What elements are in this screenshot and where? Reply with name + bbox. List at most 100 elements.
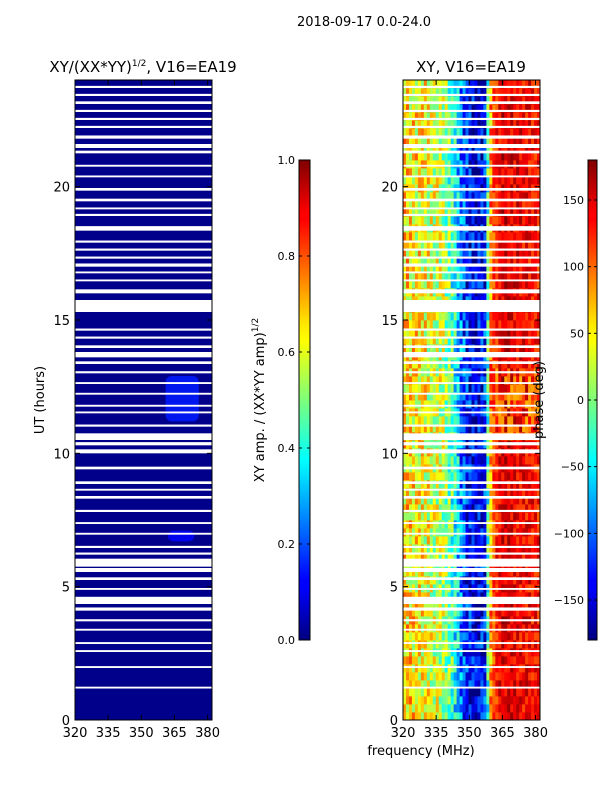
phase-cell — [483, 392, 487, 401]
phase-cell — [408, 144, 413, 153]
phase-cell — [477, 632, 481, 641]
phase-cell — [403, 88, 407, 97]
phase-cell — [426, 648, 431, 657]
flag-gap — [75, 481, 212, 484]
phase-cell — [504, 664, 508, 673]
phase-cell — [504, 608, 508, 617]
phase-cell — [507, 376, 511, 385]
phase-cell — [414, 640, 419, 649]
phase-cell — [426, 160, 431, 169]
phase-cell — [492, 552, 496, 561]
flag-gap — [403, 109, 540, 112]
phase-cell — [417, 336, 422, 345]
phase-cell — [531, 384, 535, 393]
phase-cell — [417, 544, 422, 553]
phase-cell — [486, 640, 490, 649]
phase-cell — [483, 488, 487, 497]
phase-cell — [531, 96, 535, 105]
phase-cell — [486, 176, 490, 185]
phase-cell — [438, 384, 443, 393]
phase-cell — [465, 672, 469, 681]
phase-cell — [423, 232, 428, 241]
phase-cell — [480, 712, 484, 720]
phase-cell — [450, 480, 455, 489]
phase-cell — [411, 520, 416, 529]
phase-cell — [522, 328, 526, 337]
phase-cell — [513, 120, 517, 129]
phase-cell — [403, 328, 407, 337]
phase-cell — [495, 88, 499, 97]
phase-cell — [408, 360, 413, 369]
phase-cell — [489, 232, 493, 241]
phase-cell — [507, 592, 511, 601]
phase-cell — [504, 624, 508, 633]
phase-cell — [513, 632, 517, 641]
phase-cell — [465, 624, 469, 633]
phase-cell — [444, 520, 449, 529]
flag-gap — [403, 509, 540, 512]
phase-cell — [438, 152, 443, 161]
phase-cell — [456, 624, 460, 633]
phase-cell — [492, 96, 496, 105]
phase-cell — [438, 344, 443, 353]
phase-cell — [441, 672, 446, 681]
flag-gap — [75, 686, 212, 689]
phase-cell — [492, 568, 496, 577]
phase-cell — [408, 392, 413, 401]
phase-cell — [411, 336, 416, 345]
phase-cell — [516, 672, 520, 681]
phase-cell — [516, 424, 520, 433]
phase-cell — [522, 344, 526, 353]
phase-cell — [489, 280, 493, 289]
phase-cell — [468, 664, 472, 673]
flag-gap — [75, 213, 212, 216]
phase-cell — [459, 664, 463, 673]
phase-cell — [429, 280, 434, 289]
phase-cell — [531, 168, 535, 177]
phase-cell — [516, 112, 520, 121]
phase-cell — [403, 624, 407, 633]
x-tick-label: 335 — [424, 726, 449, 741]
phase-cell — [498, 400, 502, 409]
phase-cell — [423, 240, 428, 249]
phase-cell — [501, 504, 505, 513]
phase-cell — [480, 536, 484, 545]
phase-cell — [510, 200, 514, 209]
phase-cell — [408, 88, 413, 97]
phase-cell — [471, 512, 475, 521]
phase-cell — [444, 152, 449, 161]
phase-cell — [516, 160, 520, 169]
phase-cell — [510, 400, 514, 409]
phase-cell — [471, 240, 475, 249]
phase-cell — [420, 144, 425, 153]
phase-cell — [429, 264, 434, 273]
phase-cell — [507, 192, 511, 201]
phase-cell — [471, 312, 475, 321]
phase-cell — [513, 648, 517, 657]
phase-cell — [510, 328, 514, 337]
phase-cell — [483, 136, 487, 145]
phase-cell — [480, 280, 484, 289]
phase-cell — [438, 280, 443, 289]
phase-cell — [411, 192, 416, 201]
y-tick-label: 5 — [62, 581, 70, 596]
phase-cell — [441, 456, 446, 465]
phase-cell — [516, 176, 520, 185]
phase-cell — [474, 160, 478, 169]
phase-cell — [462, 200, 466, 209]
phase-cell — [531, 472, 535, 481]
phase-cell — [417, 168, 422, 177]
phase-cell — [444, 608, 449, 617]
phase-cell — [495, 120, 499, 129]
phase-cell — [414, 200, 419, 209]
phase-cell — [471, 248, 475, 257]
phase-cell — [531, 280, 535, 289]
phase-cell — [531, 704, 535, 713]
phase-cell — [438, 632, 443, 641]
phase-cell — [537, 104, 540, 113]
phase-cell — [531, 624, 535, 633]
phase-cell — [450, 488, 455, 497]
phase-cell — [423, 144, 428, 153]
phase-cell — [453, 656, 458, 665]
phase-cell — [420, 664, 425, 673]
